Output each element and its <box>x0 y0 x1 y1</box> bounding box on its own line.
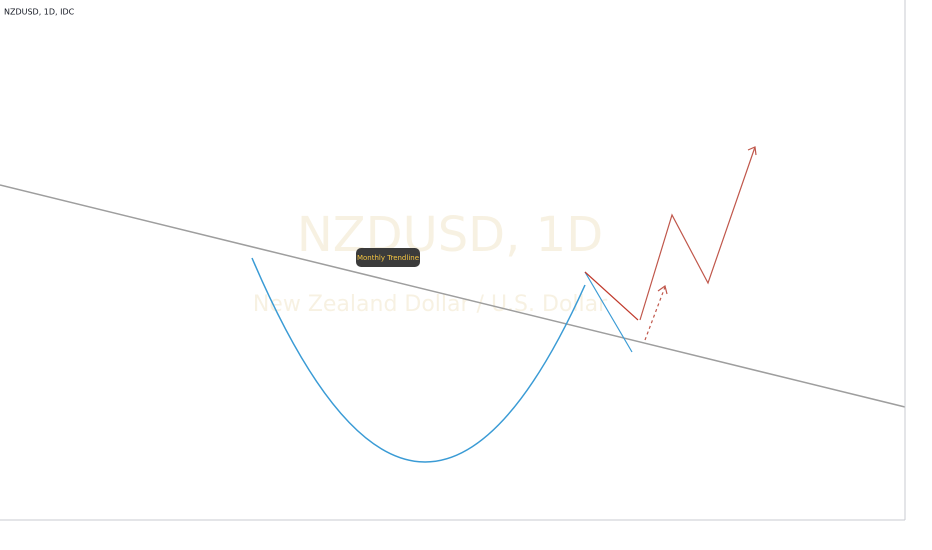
flag-line <box>584 271 639 321</box>
arrow-head <box>657 284 668 295</box>
watermark: NZDUSD, 1D <box>297 207 603 263</box>
chart-title: NZDUSD, 1D, IDC <box>4 8 75 17</box>
cup-curve <box>251 257 586 463</box>
drawings <box>0 146 906 463</box>
projection <box>639 146 756 321</box>
arrow-head <box>747 146 757 156</box>
flag-line <box>584 271 633 353</box>
trendline <box>0 184 906 408</box>
watermark-subtitle: New Zealand Dollar / U.S. Dollar <box>253 292 608 317</box>
annotation: Monthly Trendline <box>357 254 419 262</box>
annotation-box <box>356 248 420 267</box>
